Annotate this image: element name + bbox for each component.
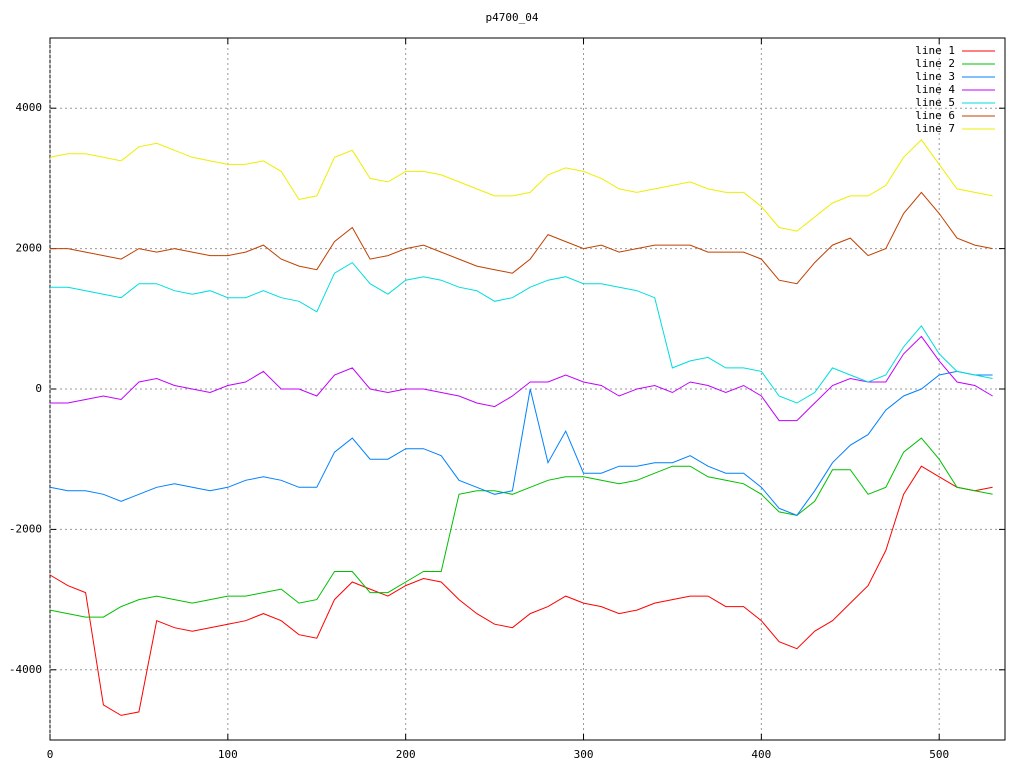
data-line (49, 370, 993, 517)
legend-label: line 3 (915, 70, 955, 83)
data-line (50, 335, 993, 422)
y-tick-label: -2000 (9, 522, 42, 535)
legend-label: line 2 (915, 57, 955, 70)
y-tick-label: -4000 (9, 663, 42, 676)
legend-label: line 7 (915, 122, 955, 135)
x-tick-label: 500 (929, 748, 949, 761)
chart-title: p4700_04 (486, 11, 539, 24)
x-tick-label: 200 (396, 748, 416, 761)
y-tick-label: 0 (35, 382, 42, 395)
y-tick-label: 2000 (16, 242, 43, 255)
legend-label: line 5 (915, 96, 955, 109)
x-tick-label: 0 (47, 748, 54, 761)
x-tick-label: 400 (751, 748, 771, 761)
data-line (49, 139, 993, 232)
legend-label: line 6 (915, 109, 955, 122)
legend-label: line 4 (915, 83, 955, 96)
data-line (50, 261, 993, 404)
x-tick-label: 300 (574, 748, 594, 761)
x-tick-label: 100 (218, 748, 238, 761)
legend-label: line 1 (915, 44, 955, 57)
data-line (49, 465, 993, 716)
data-line (49, 437, 993, 618)
data-line (50, 191, 993, 285)
y-tick-label: 4000 (16, 101, 43, 114)
